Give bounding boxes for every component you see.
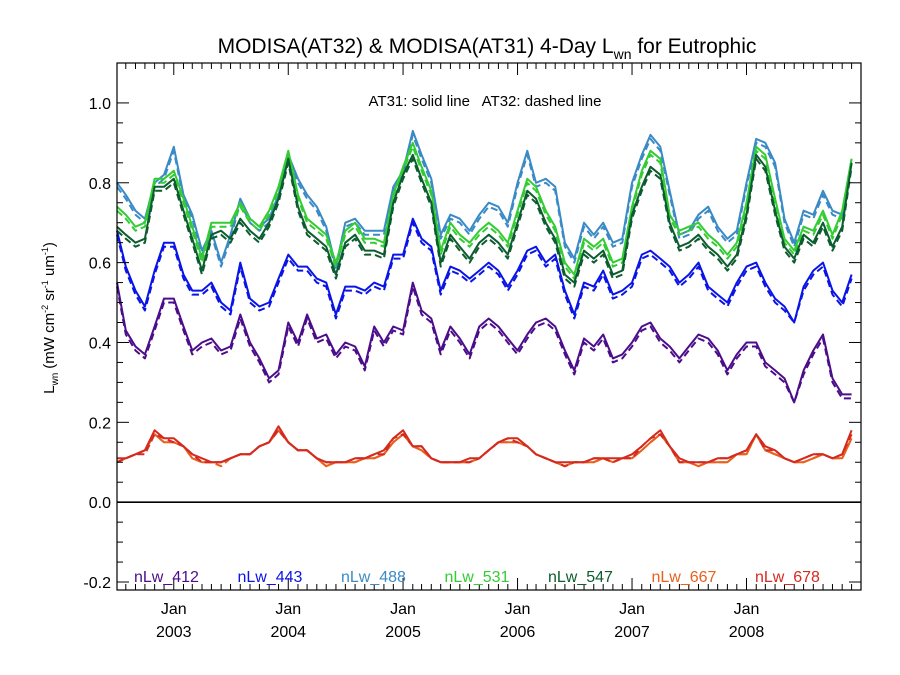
series-line-nLw_531-AT32	[116, 145, 853, 280]
x-tick-month: Jan	[390, 601, 416, 618]
x-tick-year: 2008	[729, 624, 765, 641]
ylabel-subscript: wn	[50, 373, 61, 387]
series-line-nLw_443-AT31	[116, 217, 853, 324]
series-line-nLw_488-AT31	[116, 129, 853, 268]
series-line-nLw_667-AT32	[116, 429, 853, 468]
tick-labels: -0.2 0.0 0.2 0.4 0.6 0.8 1.0 Jan 2003 Jan 2004 Jan 2…	[83, 96, 764, 641]
plot-frame	[116, 62, 862, 591]
plot-lines	[116, 129, 861, 503]
legend-entry-nLw_531: nLw_531	[445, 569, 510, 586]
y-tick-label: 0.6	[89, 256, 111, 273]
x-tick-year: 2005	[385, 624, 421, 641]
x-tick-year: 2006	[500, 624, 536, 641]
y-tick-label: -0.2	[83, 575, 111, 592]
axis-ticks	[117, 63, 861, 590]
legend-entry-nLw_412: nLw_412	[134, 569, 199, 586]
legend-entry-nLw_667: nLw_667	[652, 569, 717, 586]
x-tick-month: Jan	[505, 601, 531, 618]
x-tick-year: 2004	[270, 624, 306, 641]
line-style-annotation: AT31: solid line AT32: dashed line	[369, 93, 602, 110]
series-line-nLw_488-AT32	[116, 133, 853, 272]
ylabel-close: )	[41, 242, 58, 247]
legend-entry-nLw_488: nLw_488	[341, 569, 406, 586]
title-main: MODISA(AT32) & MODISA(AT31) 4-Day L	[218, 35, 614, 58]
y-tick-label: 0.0	[89, 495, 111, 512]
y-tick-label: 0.2	[89, 415, 111, 432]
title-subscript: wn	[613, 46, 632, 62]
x-tick-month: Jan	[619, 601, 645, 618]
legend-entry-nLw_443: nLw_443	[238, 569, 303, 586]
title-tail: for Eutrophic	[631, 35, 756, 58]
x-tick-year: 2003	[156, 624, 192, 641]
x-tick-month: Jan	[734, 601, 760, 618]
ylabel-exp1: -2	[40, 305, 50, 313]
series-line-nLw_443-AT32	[116, 221, 853, 324]
series-line-nLw_547-AT32	[116, 157, 853, 288]
series-line-nLw_412-AT32	[116, 285, 852, 404]
series-line-nLw_678-AT31	[117, 425, 853, 464]
ylabel-exp2: -1	[40, 280, 50, 288]
x-tick-month: Jan	[275, 601, 301, 618]
ylabel-sr: sr	[41, 288, 58, 305]
series-line-nLw_412-AT31	[116, 281, 852, 404]
legend-entry-nLw_547: nLw_547	[548, 569, 613, 586]
y-tick-label: 0.4	[89, 335, 111, 352]
legend-entry-nLw_678: nLw_678	[755, 569, 820, 586]
y-tick-label: 1.0	[89, 96, 111, 113]
x-tick-year: 2007	[614, 624, 650, 641]
y-tick-label: 0.8	[89, 176, 111, 193]
x-tick-month: Jan	[161, 601, 187, 618]
ylabel-um: um	[41, 255, 58, 280]
ylabel-base: L	[41, 386, 58, 394]
ylabel-exp3: -1	[40, 247, 50, 255]
y-axis-label: Lwn(mW cm-2 sr-1 um-1)	[40, 242, 61, 394]
chart-title: MODISA(AT32) & MODISA(AT31) 4-Day Lwn fo…	[218, 35, 757, 62]
series-line-nLw_531-AT31	[116, 141, 853, 276]
legend: nLw_412 nLw_443 nLw_488 nLw_531 nLw_547 nLw_6…	[134, 569, 820, 586]
series-line-nLw_547-AT31	[116, 153, 853, 284]
ylabel-units: (mW cm	[41, 313, 58, 369]
